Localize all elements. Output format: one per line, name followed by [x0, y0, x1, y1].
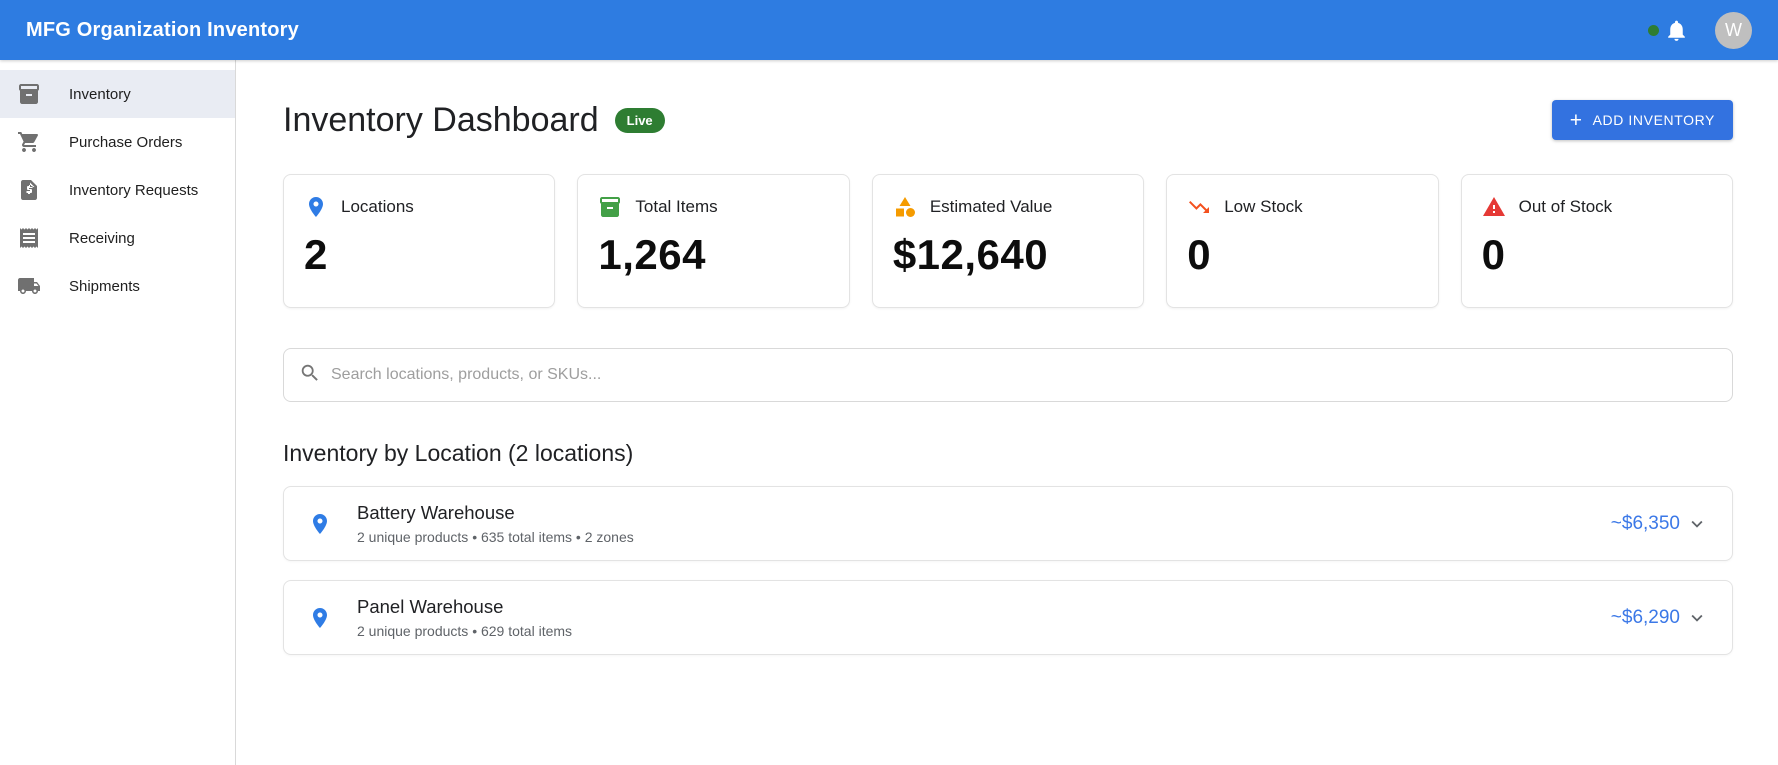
location-name: Panel Warehouse [357, 596, 504, 617]
app-header: MFG Organization Inventory W [0, 0, 1778, 60]
stat-card-low-stock: Low Stock 0 [1166, 174, 1439, 308]
location-value: ~$6,350 [1610, 512, 1680, 534]
location-value: ~$6,290 [1610, 606, 1680, 628]
receipt-icon [17, 226, 41, 250]
sidebar-item-receiving[interactable]: Receiving [0, 214, 235, 262]
bell-icon [1664, 18, 1689, 43]
stat-value: 2 [304, 231, 328, 278]
stat-label: Locations [341, 197, 414, 216]
plus-icon: + [1569, 108, 1583, 132]
location-card-panel-warehouse[interactable]: Panel Warehouse 2 unique products • 629 … [283, 580, 1733, 655]
page-title: Inventory Dashboard [283, 100, 599, 139]
sidebar-item-inventory-requests[interactable]: Inventory Requests [0, 166, 235, 214]
stat-card-estimated-value: Estimated Value $12,640 [871, 174, 1145, 308]
avatar-initial: W [1725, 19, 1742, 40]
online-status-dot [1648, 24, 1659, 36]
stat-label: Low Stock [1224, 197, 1303, 216]
stat-card-locations: Locations 2 [283, 174, 556, 308]
add-inventory-button[interactable]: + ADD INVENTORY [1551, 100, 1733, 140]
notifications-button[interactable] [1648, 18, 1689, 43]
sidebar-item-label: Inventory Requests [69, 181, 199, 199]
warning-icon [1482, 195, 1506, 219]
location-pin-icon [304, 195, 328, 219]
stat-card-total-items: Total Items 1,264 [577, 174, 850, 308]
stat-label: Total Items [635, 197, 718, 216]
truck-icon [17, 274, 41, 298]
location-pin-icon [308, 512, 332, 536]
sidebar-item-label: Shipments [69, 277, 140, 295]
stat-card-out-of-stock: Out of Stock 0 [1460, 174, 1734, 308]
sidebar-item-label: Inventory [69, 85, 131, 103]
stat-value: 0 [1187, 231, 1212, 278]
search-icon [299, 362, 321, 389]
search-bar [283, 348, 1733, 402]
trending-down-icon [1187, 195, 1211, 219]
app-title: MFG Organization Inventory [26, 18, 299, 41]
category-shapes-icon [893, 195, 917, 219]
chevron-down-icon[interactable] [1686, 607, 1708, 629]
stat-value: 1,264 [598, 231, 707, 278]
location-pin-icon [308, 606, 332, 630]
sidebar-item-label: Receiving [69, 229, 135, 247]
request-quote-icon [17, 178, 41, 202]
location-details: 2 unique products • 629 total items [357, 623, 573, 639]
main-content: Inventory Dashboard Live + ADD INVENTORY… [236, 60, 1778, 765]
stat-label: Out of Stock [1518, 197, 1613, 216]
sidebar-item-inventory[interactable]: Inventory [0, 70, 235, 118]
live-badge: Live [614, 107, 665, 133]
sidebar-item-purchase-orders[interactable]: Purchase Orders [0, 118, 235, 166]
stat-value: $12,640 [892, 231, 1049, 278]
inventory-box-icon [17, 82, 41, 106]
shopping-cart-icon [17, 130, 41, 154]
location-name: Battery Warehouse [357, 502, 515, 523]
sidebar-item-label: Purchase Orders [69, 133, 183, 151]
chevron-down-icon[interactable] [1686, 513, 1708, 535]
inventory-box-icon [598, 195, 622, 219]
add-inventory-label: ADD INVENTORY [1592, 112, 1715, 128]
sidebar: Inventory Purchase Orders Inventory Requ… [0, 60, 236, 765]
search-input[interactable] [331, 366, 1717, 384]
stat-value: 0 [1481, 231, 1506, 278]
user-avatar[interactable]: W [1715, 11, 1752, 49]
section-title: Inventory by Location (2 locations) [283, 440, 634, 466]
location-details: 2 unique products • 635 total items • 2 … [357, 529, 634, 545]
stat-label: Estimated Value [929, 197, 1053, 216]
sidebar-item-shipments[interactable]: Shipments [0, 262, 235, 310]
stats-row: Locations 2 Total Items 1,264 [283, 174, 1734, 308]
location-card-battery-warehouse[interactable]: Battery Warehouse 2 unique products • 63… [283, 486, 1733, 561]
